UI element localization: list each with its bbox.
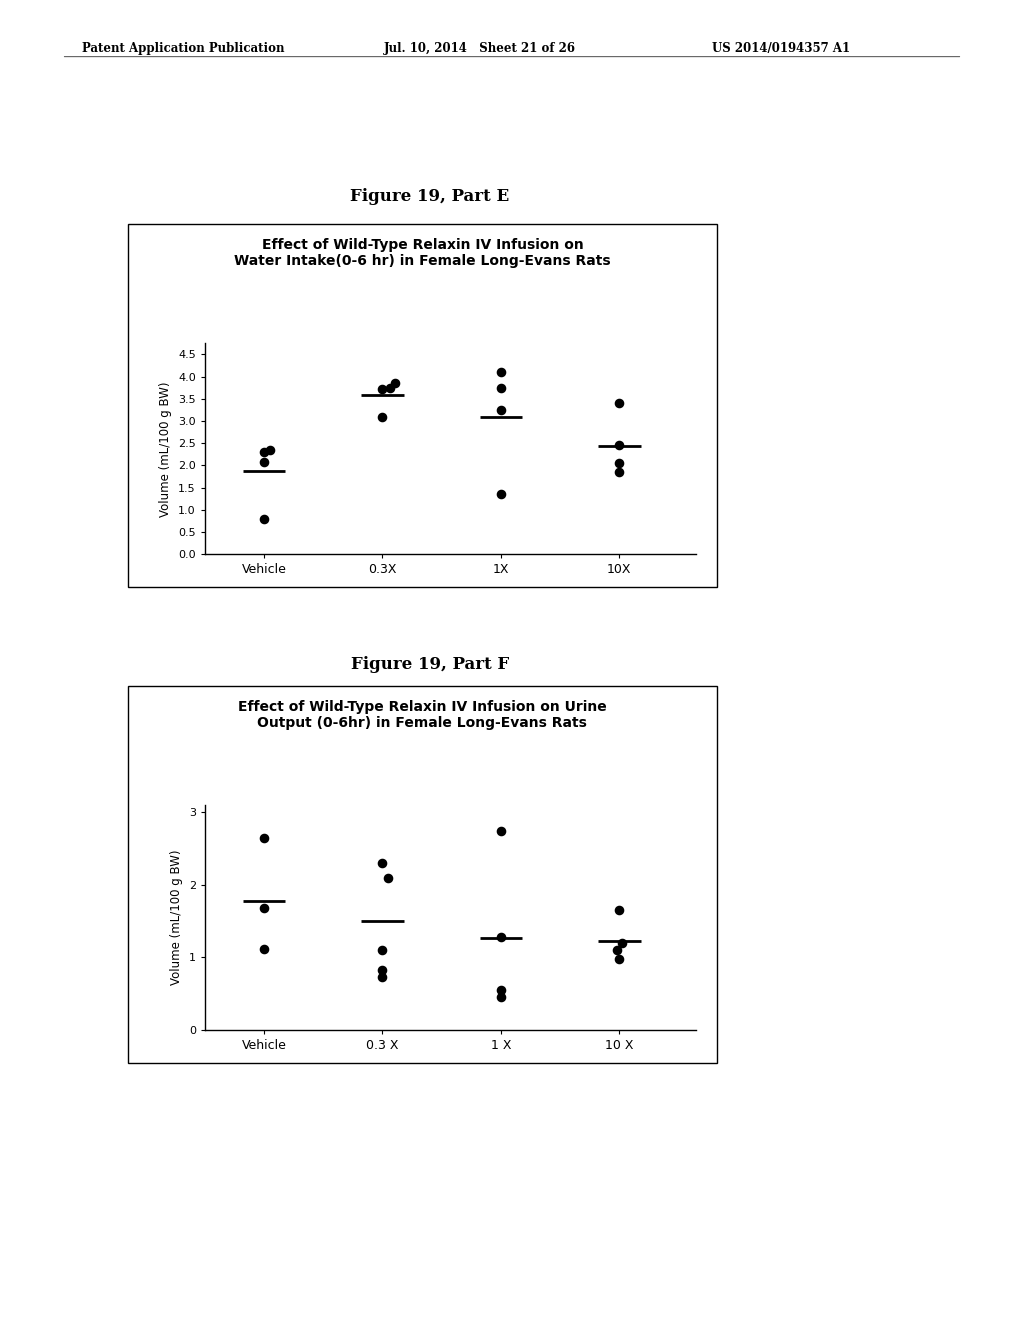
Y-axis label: Volume (mL/100 g BW): Volume (mL/100 g BW)	[160, 381, 172, 516]
Point	[256, 451, 272, 473]
Point	[611, 392, 628, 413]
Point	[381, 378, 397, 399]
Text: Effect of Wild-Type Relaxin IV Infusion on
Water Intake(0-6 hr) in Female Long-E: Effect of Wild-Type Relaxin IV Infusion …	[234, 238, 610, 268]
Text: US 2014/0194357 A1: US 2014/0194357 A1	[712, 42, 850, 55]
Point	[611, 949, 628, 970]
Text: Figure 19, Part F: Figure 19, Part F	[351, 656, 509, 673]
Point	[613, 932, 630, 953]
Point	[609, 940, 626, 961]
Point	[611, 453, 628, 474]
Point	[611, 434, 628, 455]
Point	[374, 968, 390, 989]
Text: Patent Application Publication: Patent Application Publication	[82, 42, 285, 55]
Point	[256, 508, 272, 529]
Point	[374, 940, 390, 961]
Text: Effect of Wild-Type Relaxin IV Infusion on Urine
Output (0-6hr) in Female Long-E: Effect of Wild-Type Relaxin IV Infusion …	[238, 700, 607, 730]
Point	[256, 828, 272, 849]
Point	[611, 462, 628, 483]
Y-axis label: Volume (mL/100 g BW): Volume (mL/100 g BW)	[170, 850, 183, 985]
Point	[380, 867, 396, 888]
Point	[493, 927, 509, 948]
Point	[493, 986, 509, 1007]
Text: Figure 19, Part E: Figure 19, Part E	[350, 187, 510, 205]
Point	[262, 440, 279, 461]
Point	[256, 898, 272, 919]
Point	[374, 853, 390, 874]
Point	[493, 362, 509, 383]
Point	[611, 900, 628, 921]
Point	[493, 820, 509, 841]
Point	[493, 484, 509, 506]
Point	[493, 400, 509, 421]
Text: Jul. 10, 2014   Sheet 21 of 26: Jul. 10, 2014 Sheet 21 of 26	[384, 42, 575, 55]
Point	[374, 407, 390, 428]
Point	[493, 979, 509, 1001]
Point	[256, 442, 272, 463]
Point	[374, 379, 390, 400]
Point	[374, 960, 390, 981]
Point	[256, 939, 272, 960]
Point	[387, 372, 403, 393]
Point	[493, 378, 509, 399]
